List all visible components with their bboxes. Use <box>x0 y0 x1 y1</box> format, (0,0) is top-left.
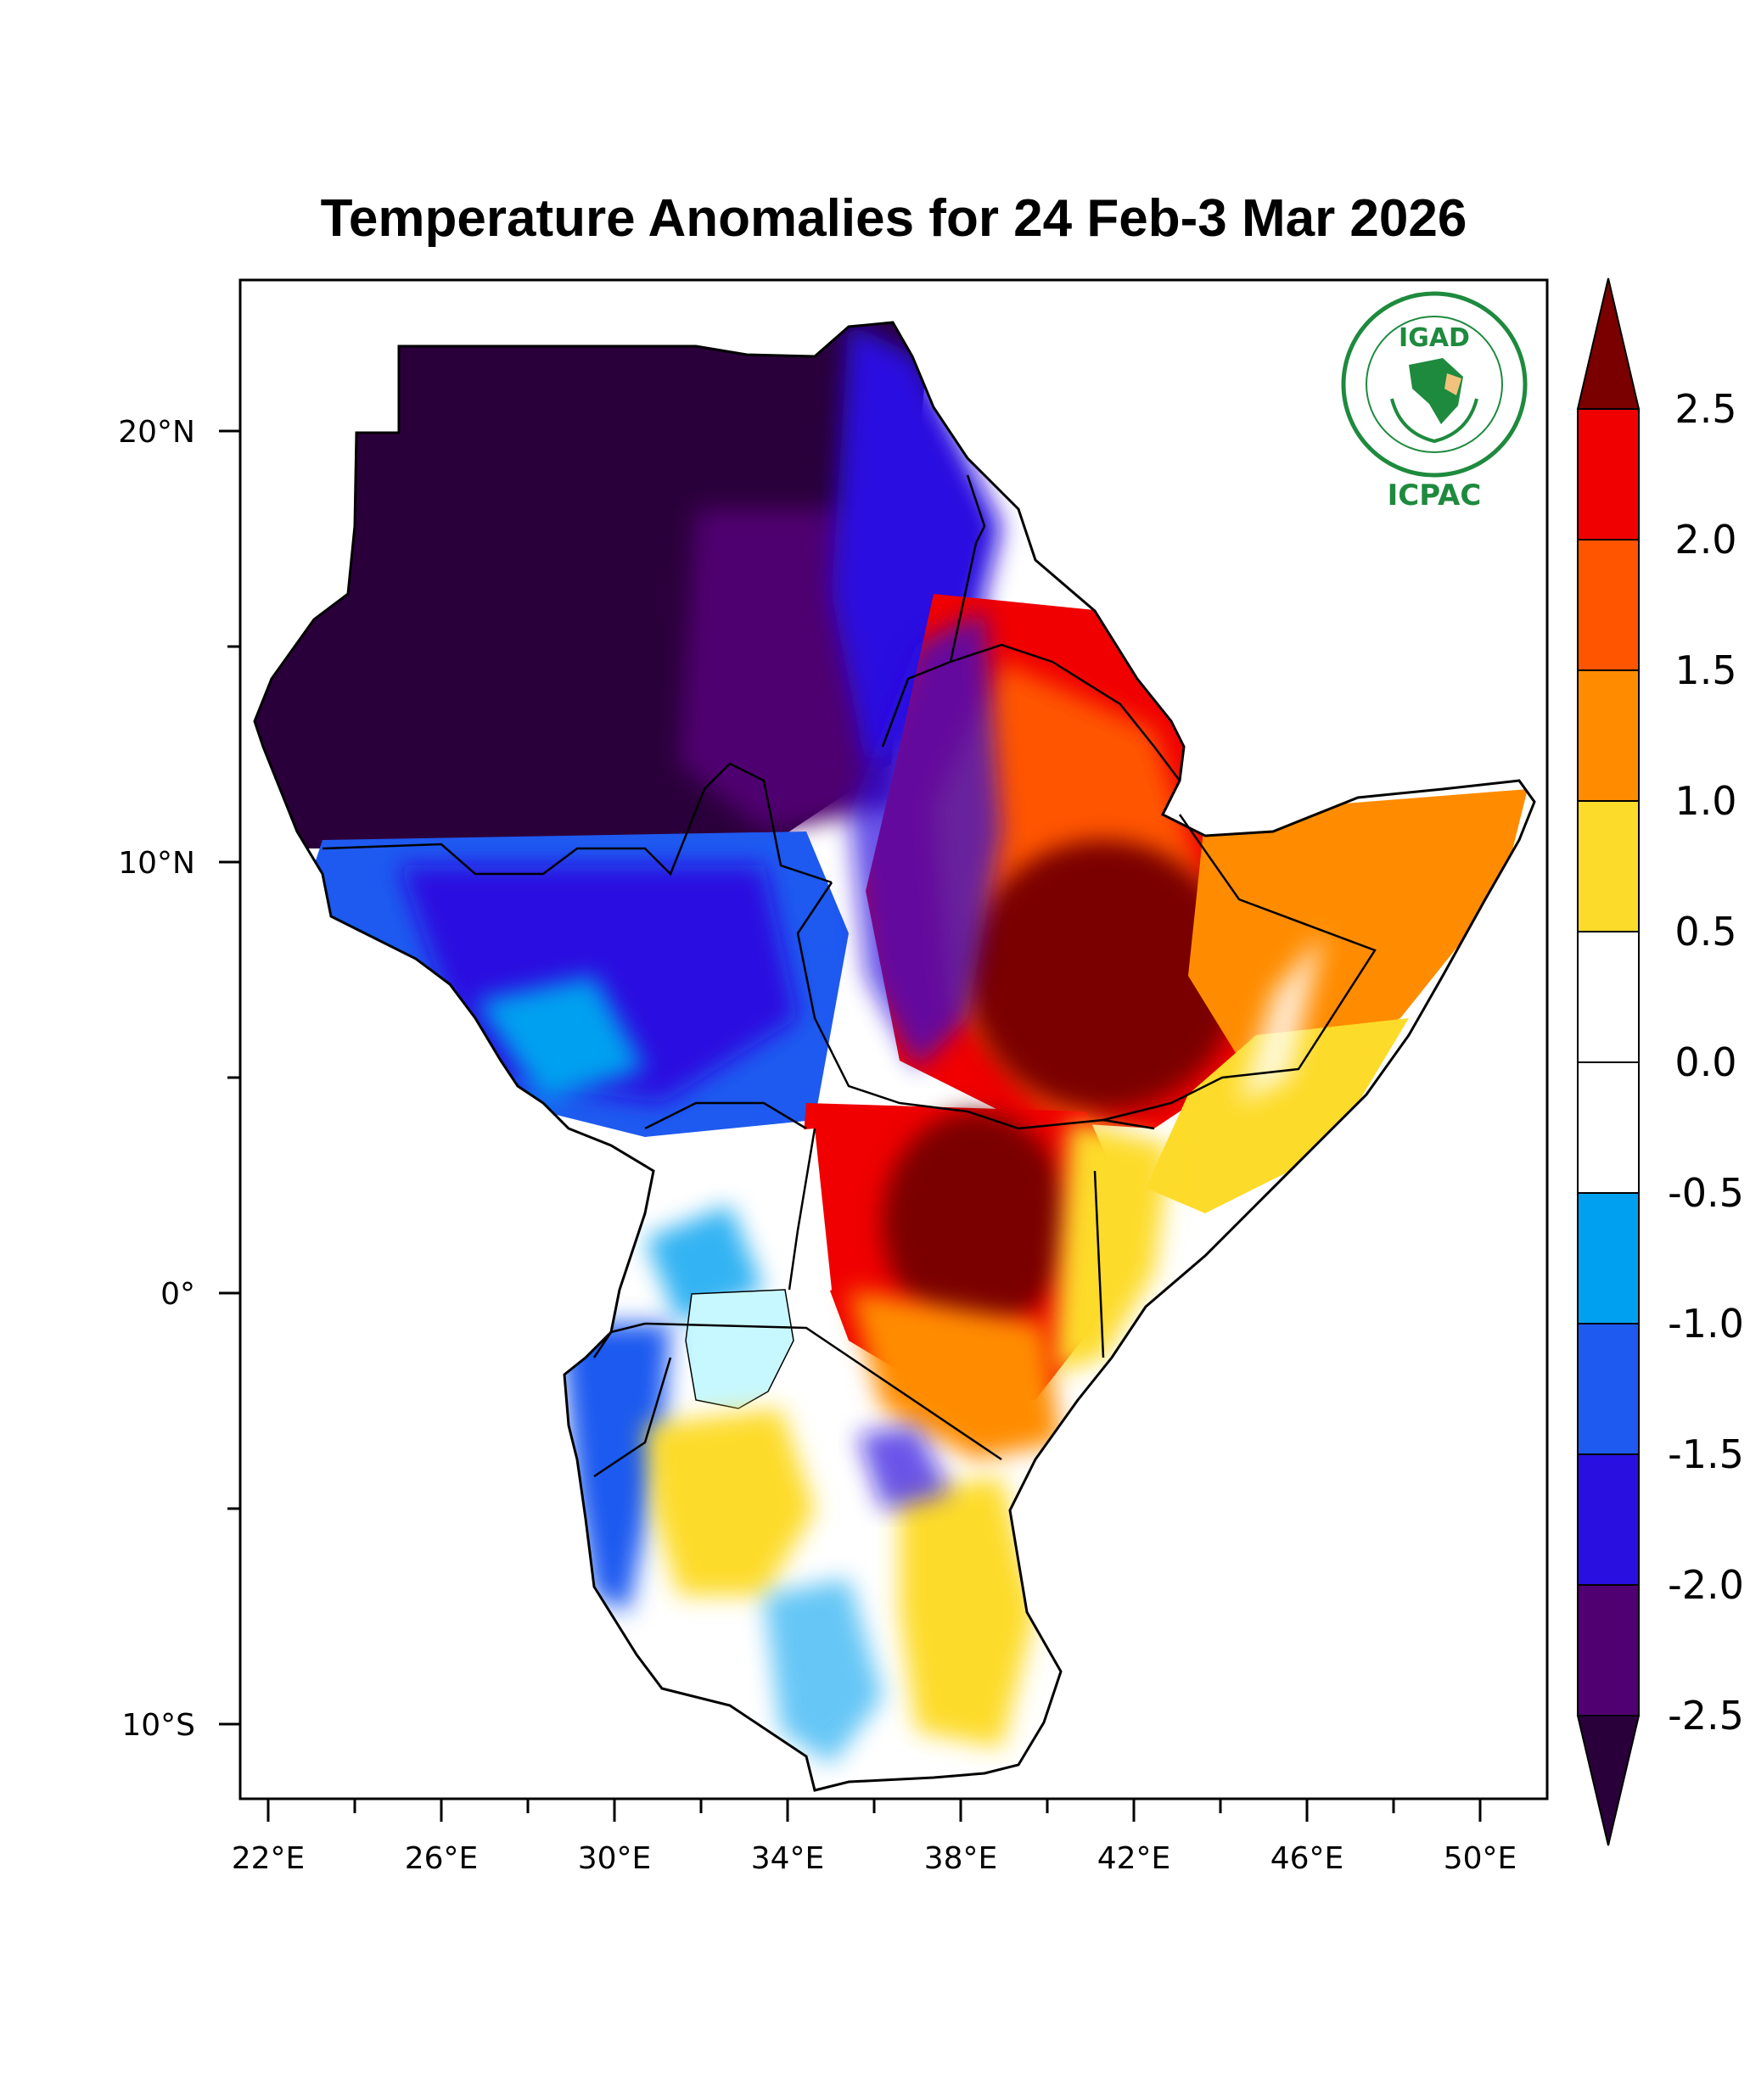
x-axis-ticks <box>266 1799 1482 1822</box>
colorbar <box>1576 277 1641 1846</box>
country-borders <box>322 474 1377 1478</box>
colorbar-label: -1.5 <box>1668 1431 1744 1477</box>
colorbar-label: 2.5 <box>1674 386 1736 432</box>
colorbar-min-arrow <box>1576 1715 1641 1846</box>
y-tick-label: 10°N <box>118 846 195 881</box>
colorbar-label: -1.0 <box>1668 1301 1744 1347</box>
igad-icpac-logo: IGAD ICPAC <box>1341 291 1528 512</box>
colorbar-label: 0.5 <box>1674 909 1736 955</box>
map-title: Temperature Anomalies for 24 Feb-3 Mar 2… <box>320 189 1467 248</box>
x-tick-label: 46°E <box>1270 1841 1344 1876</box>
x-tick-label: 38°E <box>924 1841 998 1876</box>
colorbar-label: 0.0 <box>1674 1039 1736 1085</box>
colorbar-label: 2.0 <box>1674 517 1736 563</box>
colorbar-label: -2.0 <box>1668 1562 1744 1608</box>
x-tick-label: 22°E <box>232 1841 306 1876</box>
y-tick-label: 10°S <box>121 1708 195 1743</box>
colorbar-max-arrow <box>1576 277 1641 410</box>
colorbar-label: 1.5 <box>1674 647 1736 693</box>
y-tick-label: 20°N <box>118 415 195 450</box>
y-axis-ticks <box>219 429 240 1726</box>
logo-top-text: IGAD <box>1399 323 1470 353</box>
logo-bottom-text: ICPAC <box>1388 479 1482 512</box>
x-tick-label: 50°E <box>1444 1841 1517 1876</box>
colorbar-label: -2.5 <box>1668 1693 1744 1739</box>
x-tick-label: 42°E <box>1097 1841 1171 1876</box>
x-tick-label: 30°E <box>578 1841 652 1876</box>
laurel-icon <box>1390 398 1478 444</box>
colorbar-label: 1.0 <box>1674 778 1736 824</box>
colorbar-labels: 2.5 2.0 1.5 1.0 0.5 0.0 -0.5 -1.0 -1.5 -… <box>1668 386 1744 1739</box>
x-tick-label: 26°E <box>405 1841 479 1876</box>
y-tick-label: 0° <box>160 1277 195 1312</box>
x-tick-label: 34°E <box>751 1841 825 1876</box>
colorbar-label: -0.5 <box>1668 1170 1744 1216</box>
